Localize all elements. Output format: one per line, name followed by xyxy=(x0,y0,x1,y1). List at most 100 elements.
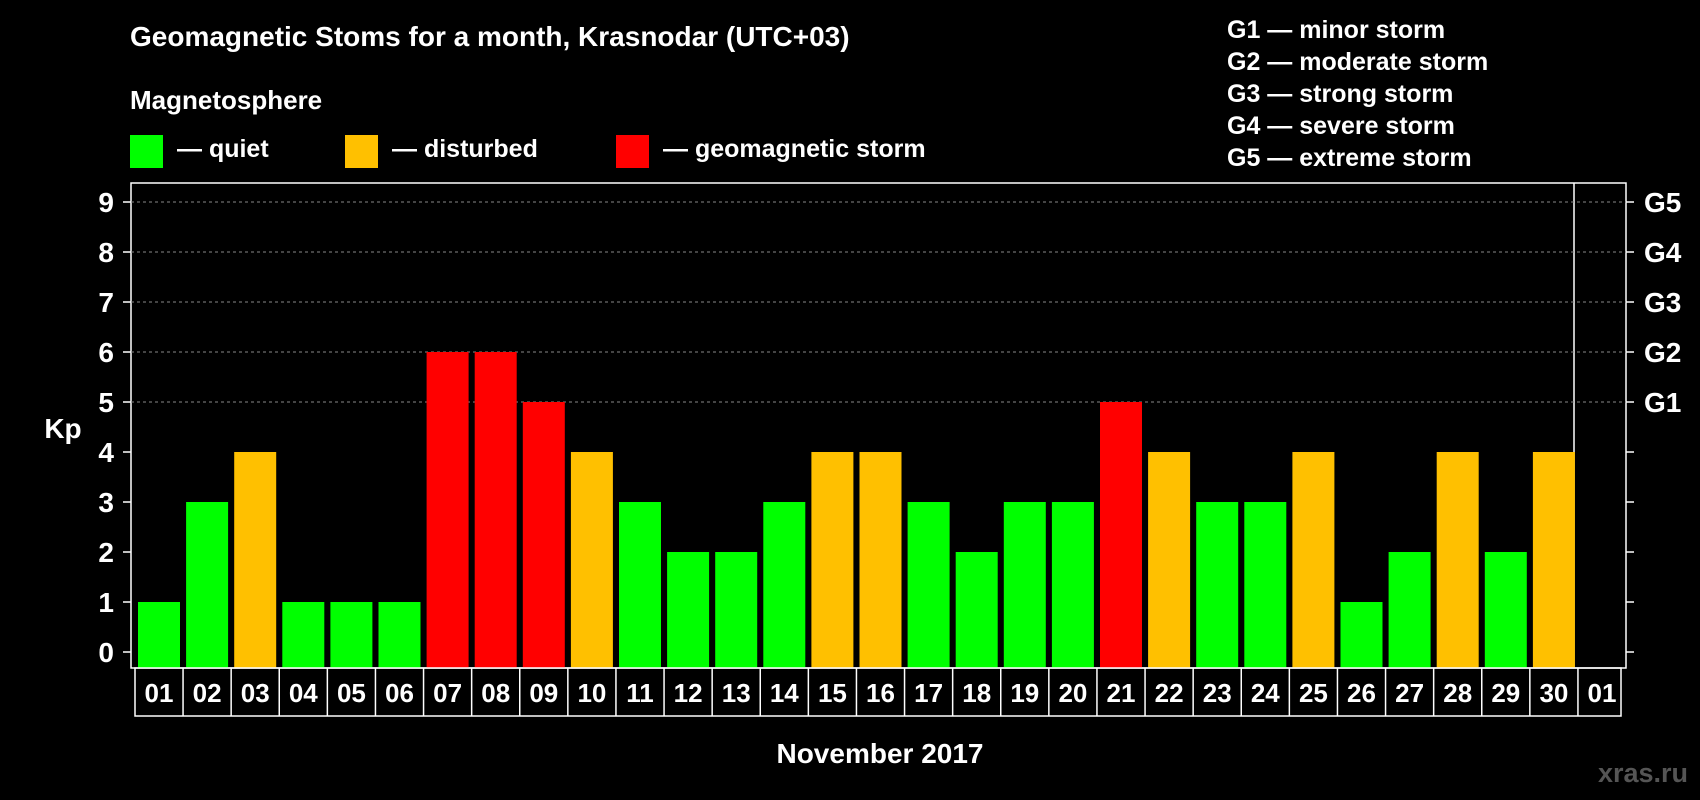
bar-day-26 xyxy=(1340,602,1383,668)
legend-swatch-quiet xyxy=(130,135,163,168)
x-tick-label-30: 01 xyxy=(1588,678,1617,708)
x-tick-label-17: 18 xyxy=(962,678,991,708)
x-axis-title: November 2017 xyxy=(776,738,983,769)
bar-day-24 xyxy=(1244,502,1287,668)
y-axis-title: Kp xyxy=(44,413,81,444)
bar-day-25 xyxy=(1292,452,1335,668)
bar-day-02 xyxy=(186,502,229,668)
y-tick-label-3: 3 xyxy=(98,487,114,518)
bar-day-09 xyxy=(522,402,565,668)
bar-day-10 xyxy=(570,452,613,668)
bar-day-17 xyxy=(907,502,950,668)
legend-swatch-disturbed xyxy=(345,135,378,168)
storm-scale: G1 — minor storm G2 — moderate storm G3 … xyxy=(1227,16,1488,172)
bar-day-20 xyxy=(1051,502,1094,668)
legend-label-storm: — geomagnetic storm xyxy=(663,135,926,163)
bar-day-08 xyxy=(474,352,517,668)
y-tick-label-5: 5 xyxy=(98,387,114,418)
bar-day-22 xyxy=(1148,452,1191,668)
bar-day-07 xyxy=(426,352,469,668)
bar-day-19 xyxy=(1003,502,1046,668)
bar-day-01 xyxy=(138,602,180,668)
x-tick-label-19: 20 xyxy=(1058,678,1087,708)
bar-day-28 xyxy=(1436,452,1479,668)
x-tick-label-9: 10 xyxy=(577,678,606,708)
y-tick-label-1: 1 xyxy=(98,587,114,618)
bar-day-29 xyxy=(1484,552,1527,668)
x-tick-label-29: 30 xyxy=(1539,678,1568,708)
x-tick-label-13: 14 xyxy=(770,678,799,708)
y-tick-label-4: 4 xyxy=(98,437,114,468)
bar-day-15 xyxy=(811,452,854,668)
x-tick-label-20: 21 xyxy=(1107,678,1136,708)
storm-scale-g5: G5 — extreme storm xyxy=(1227,144,1472,172)
x-tick-label-1: 02 xyxy=(193,678,222,708)
bar-day-04 xyxy=(282,602,325,668)
storm-scale-g1: G1 — minor storm xyxy=(1227,16,1445,44)
x-axis: 01 02 03 04 05 06 07 08 09 10 11 12 13 14 15 16 17 18 19 20… xyxy=(134,667,1622,717)
x-tick-label-3: 04 xyxy=(289,678,318,708)
legend: — quiet — disturbed — geomagnetic storm xyxy=(130,135,926,168)
x-tick-label-4: 05 xyxy=(337,678,366,708)
g-label-G3: G3 xyxy=(1644,287,1681,318)
storm-scale-g2: G2 — moderate storm xyxy=(1227,48,1488,76)
g-label-G4: G4 xyxy=(1644,237,1682,268)
bar-day-12 xyxy=(667,552,710,668)
x-tick-label-8: 09 xyxy=(529,678,558,708)
x-tick-label-26: 27 xyxy=(1395,678,1424,708)
g-scale-axis: G1 G2 G3 G4 G5 xyxy=(1626,187,1682,653)
gridlines xyxy=(131,201,1626,403)
x-tick-label-15: 16 xyxy=(866,678,895,708)
bar-day-23 xyxy=(1196,502,1239,668)
legend-label-disturbed: — disturbed xyxy=(392,135,538,163)
storm-scale-g3: G3 — strong storm xyxy=(1227,80,1453,108)
y-tick-label-9: 9 xyxy=(98,187,114,218)
bar-day-14 xyxy=(763,502,806,668)
x-tick-label-14: 15 xyxy=(818,678,847,708)
x-tick-label-18: 19 xyxy=(1010,678,1039,708)
x-tick-label-10: 11 xyxy=(626,678,654,708)
y-tick-label-0: 0 xyxy=(98,637,114,668)
g-label-G1: G1 xyxy=(1644,387,1681,418)
y-tick-label-6: 6 xyxy=(98,337,114,368)
bar-day-06 xyxy=(378,602,421,668)
x-tick-label-21: 22 xyxy=(1155,678,1184,708)
x-tick-label-27: 28 xyxy=(1443,678,1472,708)
bar-day-05 xyxy=(330,602,373,668)
y-tick-label-8: 8 xyxy=(98,237,114,268)
x-tick-label-22: 23 xyxy=(1203,678,1232,708)
watermark: xras.ru xyxy=(1598,758,1688,788)
g-label-G2: G2 xyxy=(1644,337,1681,368)
storm-scale-g4: G4 — severe storm xyxy=(1227,112,1455,140)
legend-label-quiet: — quiet xyxy=(177,135,269,163)
x-tick-label-5: 06 xyxy=(385,678,414,708)
bar-day-27 xyxy=(1388,552,1431,668)
magnetosphere-label: Magnetosphere xyxy=(130,85,322,115)
x-tick-label-23: 24 xyxy=(1251,678,1280,708)
bars xyxy=(138,352,1575,668)
x-tick-label-16: 17 xyxy=(914,678,943,708)
x-axis-box xyxy=(134,667,1622,717)
x-tick-label-11: 12 xyxy=(674,678,703,708)
bar-day-03 xyxy=(234,452,277,668)
x-tick-label-7: 08 xyxy=(481,678,510,708)
x-tick-label-28: 29 xyxy=(1491,678,1520,708)
g-label-G5: G5 xyxy=(1644,187,1681,218)
x-tick-label-2: 03 xyxy=(241,678,270,708)
bar-day-21 xyxy=(1100,402,1142,668)
bar-day-30 xyxy=(1532,452,1575,668)
legend-swatch-storm xyxy=(616,135,649,168)
y-tick-label-7: 7 xyxy=(98,287,114,318)
x-tick-label-12: 13 xyxy=(722,678,751,708)
y-tick-label-2: 2 xyxy=(98,537,114,568)
bar-day-13 xyxy=(715,552,758,668)
x-tick-label-24: 25 xyxy=(1299,678,1328,708)
chart-title: Geomagnetic Stoms for a month, Krasnodar… xyxy=(130,21,850,52)
x-tick-label-6: 07 xyxy=(433,678,462,708)
x-tick-label-0: 01 xyxy=(145,678,174,708)
bar-day-11 xyxy=(619,502,661,668)
y-axis: 0 1 2 3 4 5 6 7 8 9 xyxy=(98,187,131,668)
bar-day-18 xyxy=(955,552,998,668)
x-tick-label-25: 26 xyxy=(1347,678,1376,708)
